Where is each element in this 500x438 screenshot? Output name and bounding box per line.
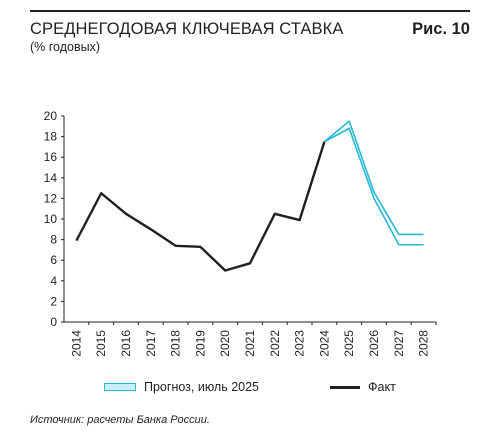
x-tick-label: 2025 <box>342 330 356 357</box>
source-note: Источник: расчеты Банка России. <box>30 414 210 426</box>
y-tick-label: 0 <box>50 315 57 329</box>
chart-title: СРЕДНЕГОДОВАЯ КЛЮЧЕВАЯ СТАВКА <box>30 20 344 38</box>
figure-label: Рис. 10 <box>412 20 470 38</box>
y-tick-label: 12 <box>44 191 58 205</box>
x-tick-label: 2020 <box>218 330 232 357</box>
x-tick-label: 2028 <box>417 330 431 357</box>
legend-item-fact: Факт <box>330 380 396 394</box>
x-tick-label: 2024 <box>317 330 331 357</box>
top-rule <box>30 10 470 12</box>
x-tick-label: 2019 <box>193 330 207 357</box>
x-tick-label: 2027 <box>392 330 406 357</box>
legend-fact-label: Факт <box>368 380 396 394</box>
legend-forecast-label: Прогноз, июль 2025 <box>144 380 260 394</box>
x-tick-label: 2014 <box>69 330 83 357</box>
y-tick-label: 20 <box>44 109 58 123</box>
chart-subtitle: (% годовых) <box>30 40 100 54</box>
x-tick-label: 2017 <box>144 330 158 357</box>
x-tick-label: 2015 <box>94 330 108 357</box>
fact-swatch-icon <box>330 385 360 389</box>
x-tick-label: 2023 <box>293 330 307 357</box>
y-tick-label: 10 <box>44 212 58 226</box>
x-tick-label: 2018 <box>169 330 183 357</box>
forecast-swatch-icon <box>104 383 136 391</box>
x-tick-label: 2026 <box>367 330 381 357</box>
forecast-line-upper <box>323 120 424 236</box>
y-tick-label: 2 <box>50 294 57 308</box>
y-tick-label: 18 <box>44 130 58 144</box>
y-tick-label: 6 <box>50 253 57 267</box>
x-tick-label: 2021 <box>243 330 257 357</box>
x-tick-label: 2022 <box>268 330 282 357</box>
x-tick-label: 2016 <box>119 330 133 357</box>
forecast-line-lower <box>324 127 424 246</box>
y-tick-label: 16 <box>44 150 58 164</box>
y-tick-label: 4 <box>50 274 57 288</box>
y-tick-label: 14 <box>44 171 58 185</box>
legend-item-forecast: Прогноз, июль 2025 <box>104 380 259 394</box>
fact-line <box>75 141 326 272</box>
y-tick-label: 8 <box>50 233 57 247</box>
